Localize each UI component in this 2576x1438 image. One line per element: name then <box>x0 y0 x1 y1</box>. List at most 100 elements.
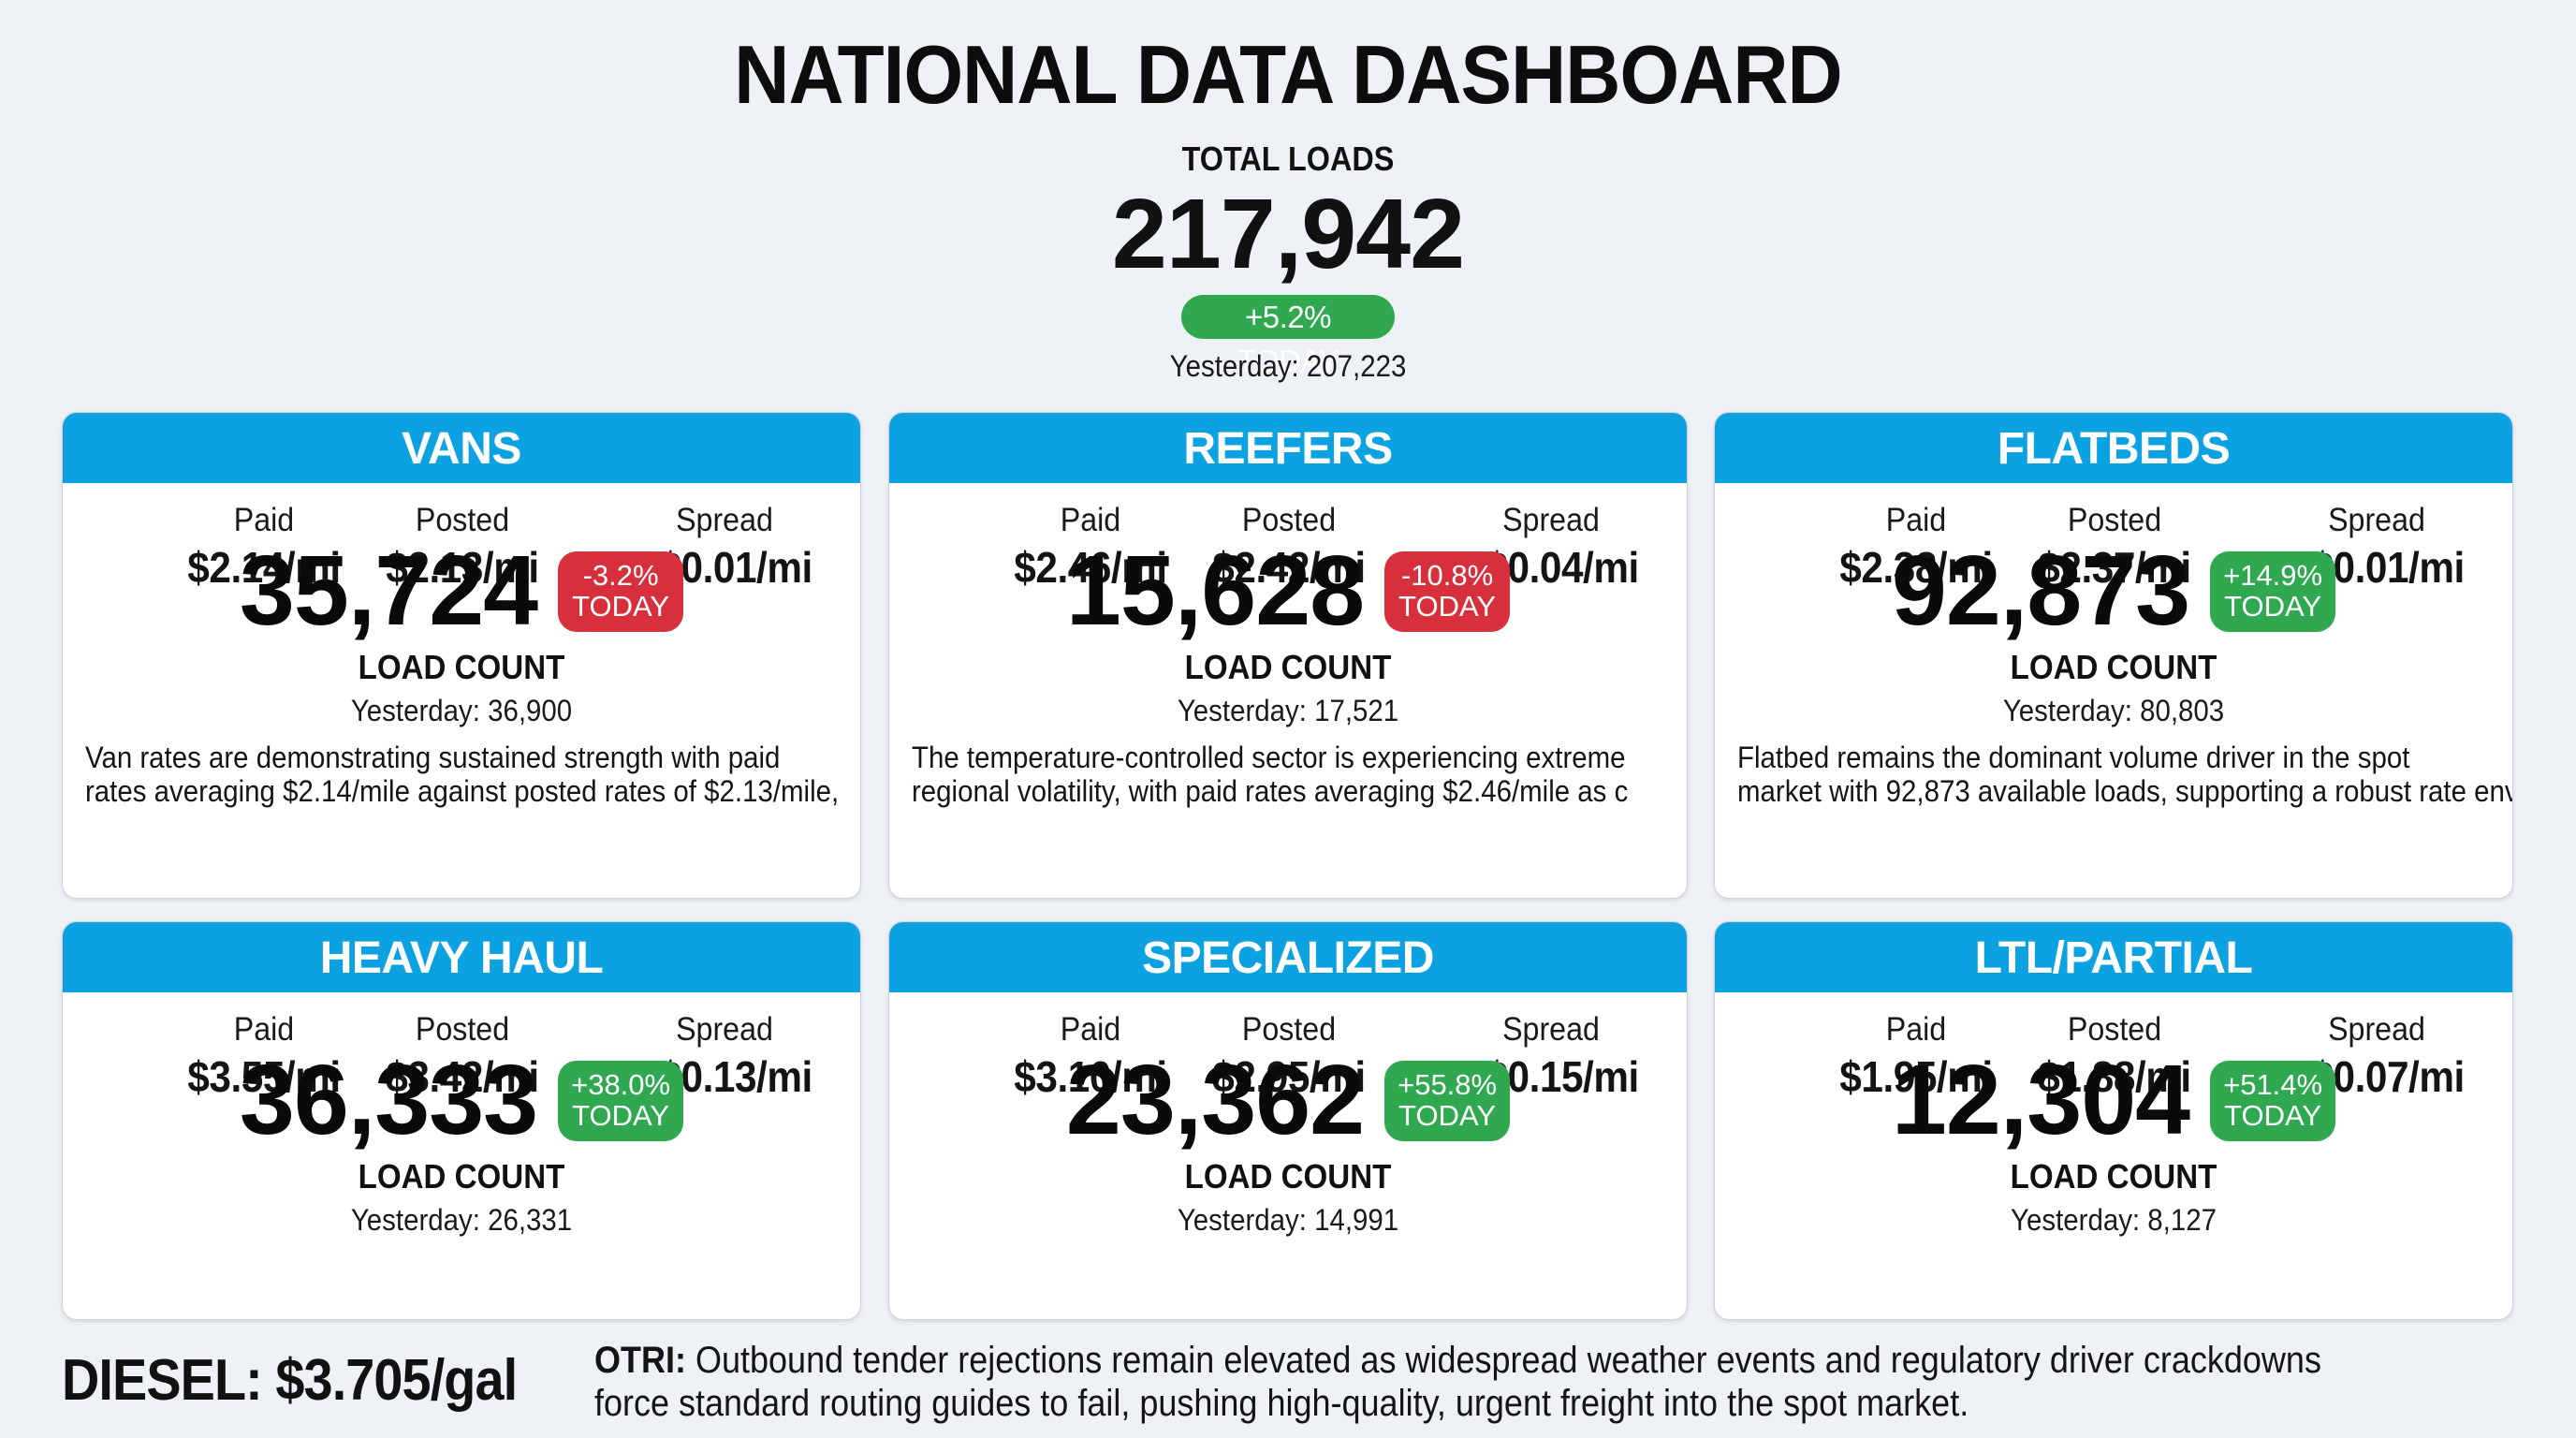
rate-paid: Paid $3.55/mi <box>133 1011 395 1101</box>
total-loads-value: 217,942 <box>1111 179 1465 289</box>
rate-label: Spread <box>2328 1011 2425 1048</box>
change-percent: +51.4% <box>2223 1068 2323 1101</box>
change-badge: +51.4% TODAY <box>2210 1061 2336 1141</box>
change-percent: +55.8% <box>1398 1068 1498 1101</box>
card-ltl-partial: LTL/PARTIAL Paid $1.95/mi Posted $1.88/m… <box>1714 921 2513 1320</box>
rate-posted: Posted $3.42/mi <box>331 1011 593 1101</box>
rate-posted: Posted $2.42/mi <box>1158 502 1420 592</box>
change-suffix: TODAY <box>572 590 670 623</box>
rate-label: Paid <box>1060 1011 1121 1048</box>
otri-line-1: OTRI: Outbound tender rejections remain … <box>594 1339 2532 1382</box>
rate-value: $1.88/mi <box>2038 1052 2191 1101</box>
change-badge: -3.2% TODAY <box>558 551 684 632</box>
rate-label: Spread <box>2328 502 2425 538</box>
load-count-label: LOAD COUNT <box>2010 1157 2217 1196</box>
rate-label: Paid <box>233 1011 295 1048</box>
yesterday-count: Yesterday: 26,331 <box>350 1203 573 1237</box>
rate-value: $2.37/mi <box>2038 543 2191 592</box>
rate-value: $1.95/mi <box>1839 1052 1993 1101</box>
description-line: Flatbed remains the dominant volume driv… <box>1737 741 2410 774</box>
rate-label: Paid <box>1060 502 1121 538</box>
description-line: Van rates are demonstrating sustained st… <box>85 741 781 774</box>
load-count-label: LOAD COUNT <box>2010 648 2217 686</box>
rate-label: Posted <box>415 1011 510 1048</box>
otri-label: OTRI: <box>594 1340 686 1381</box>
rate-value: $2.42/mi <box>1212 543 1366 592</box>
change-percent: -3.2% <box>582 559 659 592</box>
load-count-label: LOAD COUNT <box>1184 1157 1392 1196</box>
card-description: Van rates are demonstrating sustained st… <box>85 741 860 808</box>
card-description: Flatbed remains the dominant volume driv… <box>1737 741 2512 808</box>
change-suffix: TODAY <box>1398 1099 1497 1132</box>
load-count-label: LOAD COUNT <box>358 1157 565 1196</box>
rate-label: Posted <box>1241 502 1337 538</box>
change-percent: -10.8% <box>1400 559 1494 592</box>
rate-label: Paid <box>233 502 295 538</box>
rate-label: Posted <box>2067 502 2162 538</box>
change-suffix: TODAY <box>2224 1099 2322 1132</box>
load-count-label: LOAD COUNT <box>1184 648 1392 686</box>
rate-paid: Paid $3.10/mi <box>959 1011 1222 1101</box>
yesterday-count: Yesterday: 17,521 <box>1177 694 1399 727</box>
rate-label: Spread <box>676 1011 773 1048</box>
load-count-value: 36,333 <box>239 1045 538 1155</box>
rate-value: $2.95/mi <box>1212 1052 1366 1101</box>
rate-label: Spread <box>676 502 773 538</box>
description-line: rates averaging $2.14/mile against poste… <box>85 774 840 808</box>
load-count-value: 23,362 <box>1065 1045 1365 1155</box>
rate-label: Paid <box>1885 1011 1947 1048</box>
change-suffix: TODAY <box>1398 590 1497 623</box>
rate-posted: Posted $2.13/mi <box>331 502 593 592</box>
load-count-label: LOAD COUNT <box>358 648 565 686</box>
rate-posted: Posted $2.37/mi <box>1983 502 2246 592</box>
card-heavy-haul: HEAVY HAUL Paid $3.55/mi Posted $3.42/mi… <box>62 921 861 1320</box>
description-line: market with 92,873 available loads, supp… <box>1737 774 2512 808</box>
rate-paid: Paid $2.46/mi <box>959 502 1222 592</box>
load-count-value: 12,304 <box>1891 1045 2190 1155</box>
yesterday-count: Yesterday: 36,900 <box>350 694 573 727</box>
yesterday-count: Yesterday: 14,991 <box>1177 1203 1399 1237</box>
card-specialized: SPECIALIZED Paid $3.10/mi Posted $2.95/m… <box>888 921 1688 1320</box>
yesterday-count: Yesterday: 8,127 <box>2011 1203 2217 1237</box>
otri-line-2: force standard routing guides to fail, p… <box>594 1383 1969 1424</box>
card-description: The temperature-controlled sector is exp… <box>912 741 1687 808</box>
rate-value: $3.55/mi <box>187 1052 341 1101</box>
card-vans: VANS Paid $2.14/mi Posted $2.13/mi Sprea… <box>62 412 861 899</box>
card-title: REEFERS <box>889 413 1687 483</box>
rate-label: Posted <box>2067 1011 2162 1048</box>
rate-paid: Paid $2.38/mi <box>1785 502 2047 592</box>
change-percent: +14.9% <box>2223 559 2323 592</box>
change-suffix: TODAY <box>572 1099 670 1132</box>
rate-label: Paid <box>1885 502 1947 538</box>
load-count-value: 92,873 <box>1891 536 2190 646</box>
otri-note: OTRI: Outbound tender rejections remain … <box>594 1339 2532 1425</box>
otri-text: Outbound tender rejections remain elevat… <box>685 1340 2321 1381</box>
rate-paid: Paid $1.95/mi <box>1785 1011 2047 1101</box>
change-suffix: TODAY <box>2224 590 2322 623</box>
rate-value: $3.42/mi <box>386 1052 539 1101</box>
change-badge: +14.9% TODAY <box>2210 551 2336 632</box>
total-yesterday: Yesterday: 207,223 <box>1169 349 1407 383</box>
rate-value: $3.10/mi <box>1014 1052 1167 1101</box>
rate-label: Posted <box>415 502 510 538</box>
yesterday-count: Yesterday: 80,803 <box>2002 694 2225 727</box>
total-loads-label: TOTAL LOADS <box>1181 139 1395 178</box>
rate-paid: Paid $2.14/mi <box>133 502 395 592</box>
card-title: FLATBEDS <box>1715 413 2512 483</box>
card-flatbeds: FLATBEDS Paid $2.38/mi Posted $2.37/mi S… <box>1714 412 2513 899</box>
rate-value: $2.14/mi <box>187 543 341 592</box>
card-title: SPECIALIZED <box>889 922 1687 992</box>
rate-label: Posted <box>1241 1011 1337 1048</box>
diesel-price: DIESEL: $3.705/gal <box>62 1348 518 1413</box>
change-badge: +55.8% TODAY <box>1384 1061 1511 1141</box>
description-line: The temperature-controlled sector is exp… <box>912 741 1626 774</box>
total-change-badge: +5.2% TODAY <box>1181 295 1395 378</box>
rate-value: $2.38/mi <box>1839 543 1993 592</box>
card-title: HEAVY HAUL <box>63 922 860 992</box>
page-title: NATIONAL DATA DASHBOARD <box>734 28 1842 121</box>
rate-label: Spread <box>1502 502 1600 538</box>
change-badge: +38.0% TODAY <box>558 1061 684 1141</box>
card-title: VANS <box>63 413 860 483</box>
rate-value: $2.13/mi <box>386 543 539 592</box>
